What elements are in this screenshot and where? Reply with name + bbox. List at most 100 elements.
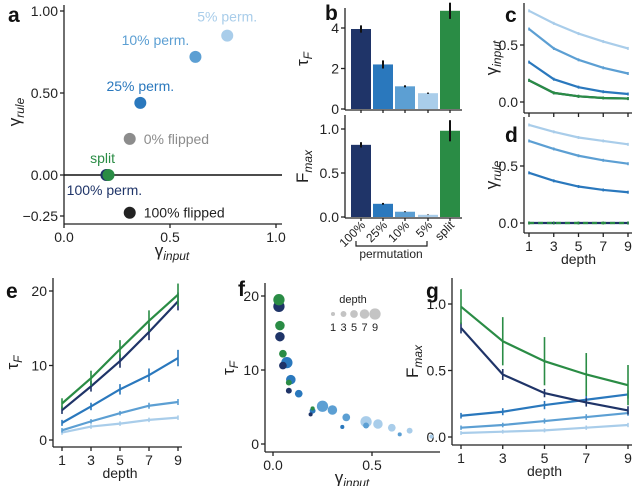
panel-label-b: b bbox=[325, 2, 338, 25]
e-xtick-label: 7 bbox=[145, 452, 153, 468]
a-ytick-label: 0.50 bbox=[31, 85, 58, 101]
a-xtick-label: 1.0 bbox=[266, 229, 286, 245]
f-size-legend-label: 1 bbox=[330, 322, 336, 334]
b-y-label-sub: max bbox=[301, 149, 315, 173]
g-xtick-label: 3 bbox=[499, 450, 507, 466]
g-xtick-label: 1 bbox=[457, 450, 465, 466]
b-bar bbox=[418, 214, 438, 217]
a-ytick-label: −0.25 bbox=[23, 208, 59, 224]
d-xtick-label: 9 bbox=[624, 238, 632, 254]
a-point-label: 5% perm. bbox=[197, 9, 257, 25]
b-bar bbox=[373, 64, 393, 109]
f-size-legend-label: 9 bbox=[372, 322, 378, 334]
f-point bbox=[406, 427, 413, 434]
b-category-label: 25% bbox=[363, 218, 390, 245]
f-ytick-label: 10 bbox=[243, 362, 259, 378]
panel-label-e: e bbox=[6, 280, 18, 303]
b-y-label-sub: F bbox=[301, 51, 315, 59]
panel-label-a: a bbox=[8, 4, 20, 27]
b-bar bbox=[440, 10, 460, 110]
f-point bbox=[294, 389, 303, 398]
f-point bbox=[316, 400, 329, 412]
a-point bbox=[221, 29, 234, 42]
a-point-label: split bbox=[90, 150, 115, 166]
f-point bbox=[397, 432, 402, 437]
b-ytick-label: 1.0 bbox=[320, 121, 340, 137]
d-series-line bbox=[528, 171, 629, 194]
f-size-legend-marker bbox=[350, 310, 358, 318]
f-size-legend-label: 7 bbox=[361, 322, 367, 334]
f-size-legend-label: 3 bbox=[340, 322, 346, 334]
e-xtick-label: 3 bbox=[87, 452, 95, 468]
b-ytick-label: 0.5 bbox=[320, 165, 340, 181]
a-point-label: 10% perm. bbox=[122, 32, 190, 48]
g-xtick-label: 5 bbox=[541, 450, 549, 466]
f-size-legend-label: 5 bbox=[351, 322, 357, 334]
e-xtick-label: 9 bbox=[174, 452, 182, 468]
b-category-label: split bbox=[432, 218, 457, 243]
b-bar bbox=[395, 86, 415, 109]
e-series-line bbox=[61, 400, 179, 432]
f-point bbox=[387, 423, 396, 432]
f-size-legend-marker bbox=[359, 309, 370, 319]
g-xtick-label: 9 bbox=[624, 450, 632, 466]
d-xtick-label: 3 bbox=[550, 238, 558, 254]
f-point bbox=[360, 416, 372, 428]
a-point-label: 100% flipped bbox=[144, 205, 225, 221]
g-ytick-label: 0.0 bbox=[427, 429, 447, 445]
g-y-label: Fmax bbox=[403, 344, 425, 378]
a-point bbox=[189, 50, 202, 63]
a-point-label: 100% perm. bbox=[67, 182, 142, 198]
a-y-label: γrule bbox=[5, 97, 27, 126]
a-point-label: 0% flipped bbox=[144, 131, 209, 147]
f-y-label-main: τ bbox=[219, 368, 238, 375]
b-ytick-label: 4 bbox=[331, 20, 339, 36]
f-point bbox=[310, 406, 315, 411]
b-ytick-label: 0 bbox=[331, 101, 339, 117]
e-y-label: τF bbox=[3, 355, 25, 370]
f-point bbox=[285, 387, 292, 394]
b-group-label: permutation bbox=[359, 247, 422, 261]
e-y-label-sub: F bbox=[11, 355, 25, 363]
b-y-label-main: F bbox=[293, 173, 312, 183]
f-point bbox=[373, 419, 383, 429]
f-point bbox=[429, 434, 434, 439]
f-point bbox=[273, 294, 285, 306]
b-category-label: 5% bbox=[413, 218, 435, 240]
c-series-line bbox=[528, 61, 629, 96]
panel-label-g: g bbox=[426, 280, 439, 303]
b-bar bbox=[373, 203, 393, 217]
c-ytick-label: 0.0 bbox=[499, 94, 519, 110]
d-y-label: γrule bbox=[482, 160, 504, 189]
a-xtick-label: 0.0 bbox=[54, 229, 74, 245]
f-x-label: γinput bbox=[335, 468, 370, 486]
c-y-label: γinput bbox=[482, 40, 504, 75]
f-point bbox=[327, 405, 338, 415]
f-ytick-label: 0 bbox=[251, 436, 259, 452]
d-y-label-sub: rule bbox=[490, 160, 504, 180]
g-xtick-label: 7 bbox=[582, 450, 590, 466]
a-ytick-label: 0.00 bbox=[31, 167, 58, 183]
panel-label-d: d bbox=[505, 124, 518, 147]
g-x-label: depth bbox=[527, 463, 562, 479]
f-size-legend-marker bbox=[369, 308, 381, 320]
b-y-label-main: τ bbox=[293, 59, 312, 66]
f-point bbox=[308, 412, 313, 417]
g-ytick-label: 1.0 bbox=[427, 296, 447, 312]
a-point bbox=[102, 169, 115, 181]
b-group-bracket bbox=[355, 241, 428, 247]
a-ytick-label: 1.00 bbox=[31, 3, 58, 19]
f-point bbox=[279, 349, 287, 358]
g-y-label-main: F bbox=[403, 368, 422, 378]
f-point bbox=[340, 424, 345, 430]
f-point bbox=[342, 413, 351, 422]
f-size-legend-marker bbox=[340, 311, 347, 317]
c-ytick-label: 0.5 bbox=[499, 37, 519, 53]
f-xtick-label: 0.5 bbox=[362, 457, 382, 473]
d-xtick-label: 5 bbox=[575, 238, 583, 254]
d-xtick-label: 1 bbox=[525, 238, 533, 254]
b-ytick-label: 0.0 bbox=[320, 209, 340, 225]
d-series-line bbox=[528, 139, 629, 165]
a-x-label: γinput bbox=[155, 241, 190, 263]
